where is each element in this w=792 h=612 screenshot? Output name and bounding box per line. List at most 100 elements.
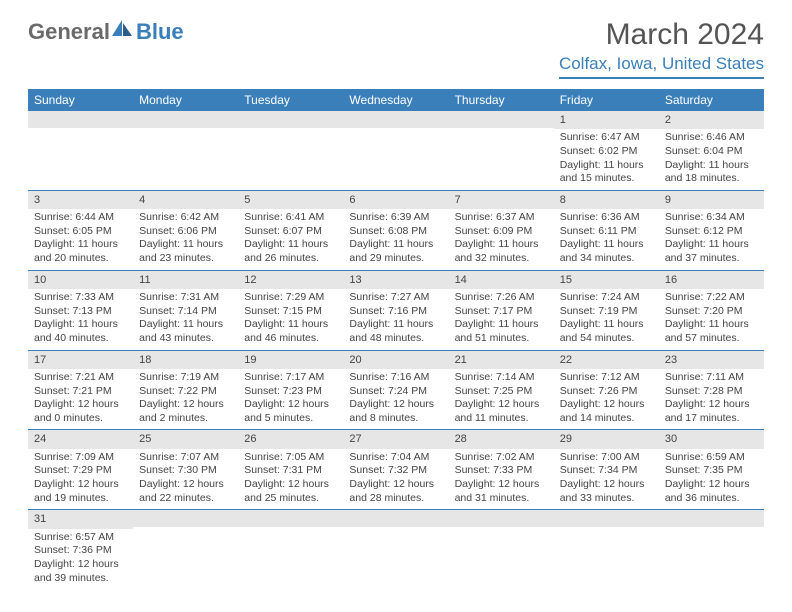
day-detail-line: Sunset: 7:33 PM: [455, 464, 548, 478]
day-detail-line: and 48 minutes.: [349, 332, 442, 346]
day-number: 31: [28, 510, 133, 528]
calendar-row: 10Sunrise: 7:33 AMSunset: 7:13 PMDayligh…: [28, 270, 764, 350]
day-number: 18: [133, 351, 238, 369]
day-details: Sunrise: 6:34 AMSunset: 6:12 PMDaylight:…: [659, 209, 764, 270]
day-detail-line: Sunrise: 7:11 AM: [665, 371, 758, 385]
day-details: Sunrise: 7:22 AMSunset: 7:20 PMDaylight:…: [659, 289, 764, 350]
day-detail-line: Daylight: 11 hours: [34, 238, 127, 252]
day-detail-line: and 39 minutes.: [34, 572, 127, 586]
day-detail-line: Sunrise: 7:14 AM: [455, 371, 548, 385]
day-number-empty: [449, 510, 554, 527]
day-details: Sunrise: 7:24 AMSunset: 7:19 PMDaylight:…: [554, 289, 659, 350]
calendar-cell: 3Sunrise: 6:44 AMSunset: 6:05 PMDaylight…: [28, 190, 133, 270]
calendar-cell: 11Sunrise: 7:31 AMSunset: 7:14 PMDayligh…: [133, 270, 238, 350]
day-detail-line: Sunrise: 6:37 AM: [455, 211, 548, 225]
day-number: 30: [659, 430, 764, 448]
calendar-row: 3Sunrise: 6:44 AMSunset: 6:05 PMDaylight…: [28, 190, 764, 270]
day-detail-line: Sunrise: 7:04 AM: [349, 451, 442, 465]
day-detail-line: and 11 minutes.: [455, 412, 548, 426]
day-number-empty: [449, 111, 554, 128]
day-detail-line: Sunrise: 6:34 AM: [665, 211, 758, 225]
title-block: March 2024 Colfax, Iowa, United States: [559, 18, 764, 79]
weekday-header: Monday: [133, 89, 238, 111]
day-details: Sunrise: 7:16 AMSunset: 7:24 PMDaylight:…: [343, 369, 448, 430]
day-detail-line: Sunset: 7:17 PM: [455, 305, 548, 319]
day-detail-line: Daylight: 11 hours: [665, 318, 758, 332]
calendar-cell: 19Sunrise: 7:17 AMSunset: 7:23 PMDayligh…: [238, 350, 343, 430]
day-detail-line: and 26 minutes.: [244, 252, 337, 266]
day-detail-line: Daylight: 12 hours: [665, 398, 758, 412]
day-detail-line: Daylight: 12 hours: [34, 478, 127, 492]
day-detail-line: Sunset: 6:08 PM: [349, 225, 442, 239]
day-details: Sunrise: 7:02 AMSunset: 7:33 PMDaylight:…: [449, 449, 554, 510]
day-detail-line: and 25 minutes.: [244, 492, 337, 506]
day-detail-line: Sunrise: 7:09 AM: [34, 451, 127, 465]
day-number-empty: [238, 510, 343, 527]
day-detail-line: and 31 minutes.: [455, 492, 548, 506]
logo: General Blue: [28, 18, 184, 46]
day-detail-line: Sunset: 7:15 PM: [244, 305, 337, 319]
calendar-row: 1Sunrise: 6:47 AMSunset: 6:02 PMDaylight…: [28, 111, 764, 190]
day-detail-line: Sunset: 7:16 PM: [349, 305, 442, 319]
day-detail-line: Sunset: 7:22 PM: [139, 385, 232, 399]
day-details: Sunrise: 6:47 AMSunset: 6:02 PMDaylight:…: [554, 129, 659, 190]
day-detail-line: and 34 minutes.: [560, 252, 653, 266]
calendar-cell: 5Sunrise: 6:41 AMSunset: 6:07 PMDaylight…: [238, 190, 343, 270]
day-number: 28: [449, 430, 554, 448]
calendar-cell: 9Sunrise: 6:34 AMSunset: 6:12 PMDaylight…: [659, 190, 764, 270]
day-detail-line: and 40 minutes.: [34, 332, 127, 346]
day-number: 4: [133, 191, 238, 209]
calendar-cell: 24Sunrise: 7:09 AMSunset: 7:29 PMDayligh…: [28, 430, 133, 510]
day-number-empty: [28, 111, 133, 128]
day-number-empty: [343, 111, 448, 128]
day-details: Sunrise: 6:59 AMSunset: 7:35 PMDaylight:…: [659, 449, 764, 510]
day-detail-line: Sunset: 7:14 PM: [139, 305, 232, 319]
day-details: Sunrise: 6:57 AMSunset: 7:36 PMDaylight:…: [28, 529, 133, 590]
month-title: March 2024: [559, 18, 764, 52]
calendar-table: SundayMondayTuesdayWednesdayThursdayFrid…: [28, 89, 764, 589]
day-detail-line: Sunrise: 7:00 AM: [560, 451, 653, 465]
day-detail-line: Sunset: 7:36 PM: [34, 544, 127, 558]
weekday-header: Friday: [554, 89, 659, 111]
day-detail-line: Sunset: 6:06 PM: [139, 225, 232, 239]
day-detail-line: and 33 minutes.: [560, 492, 653, 506]
day-detail-line: Sunset: 7:30 PM: [139, 464, 232, 478]
day-number-empty: [133, 510, 238, 527]
day-detail-line: Sunset: 6:05 PM: [34, 225, 127, 239]
day-detail-line: Sunset: 7:28 PM: [665, 385, 758, 399]
day-detail-line: Daylight: 12 hours: [139, 398, 232, 412]
day-details: Sunrise: 7:29 AMSunset: 7:15 PMDaylight:…: [238, 289, 343, 350]
day-detail-line: Daylight: 11 hours: [349, 238, 442, 252]
day-detail-line: Daylight: 12 hours: [455, 478, 548, 492]
day-details: Sunrise: 7:05 AMSunset: 7:31 PMDaylight:…: [238, 449, 343, 510]
calendar-cell: 16Sunrise: 7:22 AMSunset: 7:20 PMDayligh…: [659, 270, 764, 350]
day-number: 27: [343, 430, 448, 448]
day-number: 8: [554, 191, 659, 209]
day-detail-line: Sunrise: 6:47 AM: [560, 131, 653, 145]
day-number: 7: [449, 191, 554, 209]
logo-sail-icon: [110, 18, 134, 38]
day-details: Sunrise: 7:07 AMSunset: 7:30 PMDaylight:…: [133, 449, 238, 510]
day-number: 17: [28, 351, 133, 369]
day-number-empty: [554, 510, 659, 527]
calendar-cell: 20Sunrise: 7:16 AMSunset: 7:24 PMDayligh…: [343, 350, 448, 430]
calendar-cell: 13Sunrise: 7:27 AMSunset: 7:16 PMDayligh…: [343, 270, 448, 350]
calendar-cell: 7Sunrise: 6:37 AMSunset: 6:09 PMDaylight…: [449, 190, 554, 270]
day-number: 15: [554, 271, 659, 289]
day-details: Sunrise: 7:27 AMSunset: 7:16 PMDaylight:…: [343, 289, 448, 350]
calendar-cell: [238, 111, 343, 190]
day-details: Sunrise: 6:44 AMSunset: 6:05 PMDaylight:…: [28, 209, 133, 270]
day-detail-line: and 36 minutes.: [665, 492, 758, 506]
day-detail-line: Daylight: 12 hours: [34, 558, 127, 572]
day-detail-line: Sunrise: 6:44 AM: [34, 211, 127, 225]
calendar-cell: [133, 111, 238, 190]
day-detail-line: Daylight: 11 hours: [244, 238, 337, 252]
calendar-cell: 30Sunrise: 6:59 AMSunset: 7:35 PMDayligh…: [659, 430, 764, 510]
calendar-cell: 25Sunrise: 7:07 AMSunset: 7:30 PMDayligh…: [133, 430, 238, 510]
day-detail-line: Sunset: 6:07 PM: [244, 225, 337, 239]
day-number: 12: [238, 271, 343, 289]
day-detail-line: Daylight: 12 hours: [34, 398, 127, 412]
day-detail-line: Sunset: 7:13 PM: [34, 305, 127, 319]
day-details: Sunrise: 7:14 AMSunset: 7:25 PMDaylight:…: [449, 369, 554, 430]
weekday-header: Saturday: [659, 89, 764, 111]
